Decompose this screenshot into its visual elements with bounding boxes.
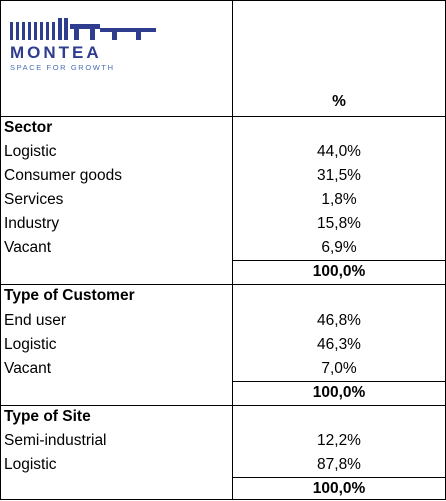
row-value: 31,5% [317, 167, 361, 185]
row-label: Semi-industrial [4, 431, 107, 449]
row-value: 15,8% [317, 215, 361, 233]
total-value: 100,0% [312, 383, 366, 401]
row-label: Vacant [4, 239, 52, 257]
logo-tagline: SPACE FOR GROWTH [10, 63, 115, 72]
total-value: 100,0% [312, 480, 366, 498]
border-top [0, 0, 446, 1]
total-rule [232, 260, 446, 262]
section-title: Sector [4, 119, 53, 136]
row-value: 1,8% [321, 191, 357, 209]
row-label: Vacant [4, 359, 52, 377]
row-value: 6,9% [321, 239, 357, 257]
row-label: Logistic [4, 455, 57, 473]
total-rule [232, 380, 446, 382]
row-value: 87,8% [317, 455, 361, 473]
section-title: Type of Customer [4, 287, 135, 305]
row-label: Industry [4, 215, 60, 233]
section-divider [0, 284, 446, 286]
row-value: 46,3% [317, 335, 361, 353]
row-label: Consumer goods [4, 167, 123, 185]
row-value: 44,0% [317, 143, 361, 161]
border-left [0, 0, 1, 500]
row-value: 7,0% [321, 359, 357, 377]
row-label: End user [4, 311, 67, 329]
row-label: Logistic [4, 143, 57, 161]
total-rule [232, 477, 446, 479]
section-divider [0, 116, 446, 117]
row-value: 12,2% [317, 431, 361, 449]
logo-name: MONTEA [10, 43, 102, 62]
row-label: Services [4, 191, 64, 209]
section-title: Type of Site [4, 407, 91, 425]
column-divider [232, 0, 233, 500]
total-value: 100,0% [312, 263, 366, 281]
section-divider [0, 404, 446, 406]
row-label: Logistic [4, 335, 57, 353]
row-value: 46,8% [317, 311, 361, 329]
column-header: % [332, 93, 346, 110]
logo: MONTEA SPACE FOR GROWTH [10, 18, 156, 72]
